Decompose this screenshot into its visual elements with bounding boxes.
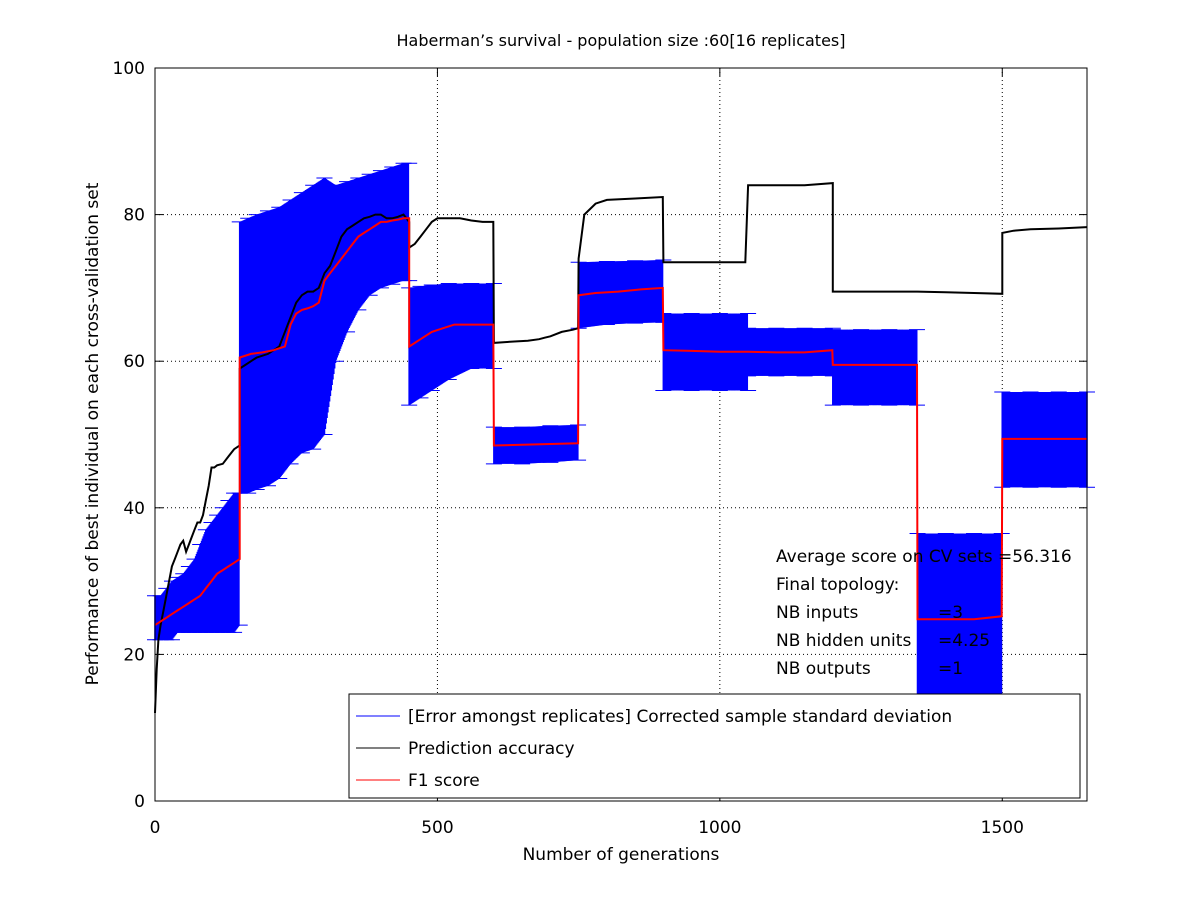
annotations: Average score on CV sets =56.316 Final t… <box>776 547 1072 679</box>
ticks: 0 500 1000 1500 0 20 40 60 80 100 <box>113 59 1087 838</box>
series-line-prediction-accuracy <box>154 182 1088 714</box>
x-tick-label: 500 <box>421 818 453 838</box>
series-line-f1-score <box>154 217 1087 626</box>
x-tick-label: 1500 <box>981 818 1024 838</box>
annotation-nb-hidden-label: NB hidden units <box>776 631 911 651</box>
series-lines <box>154 182 1088 714</box>
chart-title: Haberman’s survival - population size :6… <box>397 31 846 50</box>
y-tick-label: 0 <box>134 792 145 812</box>
annotation-nb-hidden-value: =4.25 <box>938 631 990 651</box>
annotation-nb-inputs-value: =3 <box>938 603 963 623</box>
y-tick-label: 40 <box>123 499 145 519</box>
legend-label-f1: F1 score <box>408 771 480 791</box>
y-tick-label: 80 <box>123 206 145 226</box>
y-tick-label: 20 <box>123 645 145 665</box>
legend: [Error amongst replicates] Corrected sam… <box>348 693 1081 799</box>
annotation-nb-outputs-label: NB outputs <box>776 659 871 679</box>
x-tick-label: 1000 <box>698 818 741 838</box>
annotation-final-topology: Final topology: <box>776 575 899 595</box>
x-tick-label: 0 <box>150 818 161 838</box>
y-tick-label: 100 <box>113 59 145 79</box>
plot-frame <box>154 67 1088 802</box>
annotation-nb-inputs-label: NB inputs <box>776 603 859 623</box>
legend-box <box>348 693 1081 799</box>
annotation-average-score: Average score on CV sets =56.316 <box>776 547 1072 567</box>
annotation-nb-outputs-value: =1 <box>938 659 963 679</box>
y-tick-label: 60 <box>123 352 145 372</box>
legend-label-error-band: [Error amongst replicates] Corrected sam… <box>408 707 952 727</box>
legend-label-accuracy: Prediction accuracy <box>408 739 575 759</box>
y-axis-label: Performance of best individual on each c… <box>83 182 103 685</box>
x-axis-label: Number of generations <box>523 845 720 865</box>
